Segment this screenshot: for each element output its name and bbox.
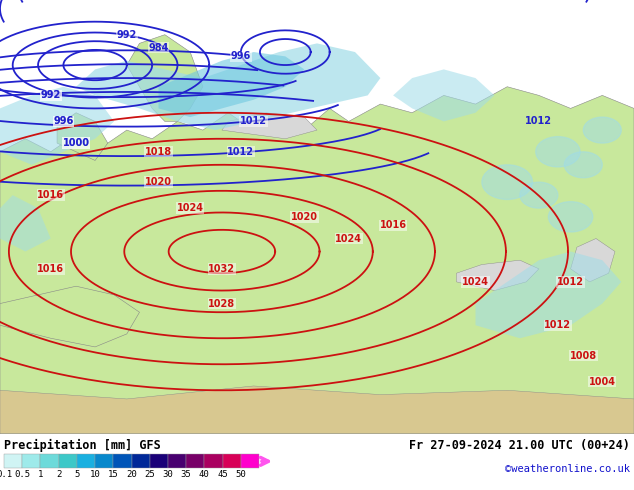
- Text: 1020: 1020: [145, 177, 172, 187]
- Text: 984: 984: [148, 43, 169, 53]
- Bar: [150, 454, 168, 468]
- Circle shape: [564, 152, 602, 178]
- Text: 996: 996: [231, 51, 251, 61]
- Polygon shape: [0, 87, 114, 165]
- Text: 1000: 1000: [63, 138, 89, 148]
- Text: 1016: 1016: [380, 220, 406, 230]
- Polygon shape: [393, 70, 495, 122]
- Text: 992: 992: [41, 90, 61, 100]
- Text: 1016: 1016: [37, 190, 64, 200]
- Text: 35: 35: [181, 470, 191, 479]
- Text: 15: 15: [108, 470, 119, 479]
- Text: Precipitation [mm] GFS: Precipitation [mm] GFS: [4, 439, 161, 452]
- Text: 1012: 1012: [240, 117, 267, 126]
- Polygon shape: [571, 239, 615, 282]
- Text: Fr 27-09-2024 21.00 UTC (00+24): Fr 27-09-2024 21.00 UTC (00+24): [409, 439, 630, 452]
- Text: 30: 30: [162, 470, 173, 479]
- Polygon shape: [0, 195, 51, 251]
- Bar: [168, 454, 186, 468]
- Polygon shape: [76, 43, 380, 130]
- Bar: [22, 454, 41, 468]
- Text: 1008: 1008: [570, 350, 597, 361]
- Text: 1020: 1020: [291, 212, 318, 222]
- Bar: [113, 454, 131, 468]
- Bar: [241, 454, 259, 468]
- Polygon shape: [222, 113, 317, 139]
- Text: 50: 50: [235, 470, 246, 479]
- Polygon shape: [476, 251, 621, 338]
- Text: 0.1: 0.1: [0, 470, 12, 479]
- Bar: [41, 454, 58, 468]
- Bar: [186, 454, 204, 468]
- Text: 40: 40: [199, 470, 210, 479]
- Text: 1012: 1012: [526, 117, 552, 126]
- Polygon shape: [0, 87, 634, 434]
- Text: 1018: 1018: [145, 147, 172, 157]
- Bar: [77, 454, 95, 468]
- Text: 1012: 1012: [557, 277, 584, 287]
- Circle shape: [548, 202, 593, 232]
- Text: 1024: 1024: [462, 277, 489, 287]
- Polygon shape: [158, 52, 304, 117]
- Text: 45: 45: [217, 470, 228, 479]
- Text: 1028: 1028: [209, 298, 235, 309]
- Bar: [131, 454, 150, 468]
- Text: 20: 20: [126, 470, 137, 479]
- Polygon shape: [57, 113, 108, 160]
- Polygon shape: [456, 260, 539, 291]
- Text: 1024: 1024: [335, 234, 362, 244]
- Text: 25: 25: [145, 470, 155, 479]
- Bar: [4, 454, 22, 468]
- Text: 5: 5: [74, 470, 79, 479]
- Text: 992: 992: [117, 30, 137, 40]
- Text: 1: 1: [38, 470, 43, 479]
- Polygon shape: [0, 386, 634, 434]
- Text: 1000: 1000: [63, 138, 89, 148]
- Circle shape: [520, 182, 558, 208]
- Polygon shape: [127, 35, 203, 122]
- Circle shape: [536, 137, 580, 167]
- Text: 1016: 1016: [37, 264, 64, 274]
- Text: ©weatheronline.co.uk: ©weatheronline.co.uk: [505, 465, 630, 474]
- Bar: [223, 454, 241, 468]
- Circle shape: [583, 117, 621, 143]
- Text: 1024: 1024: [177, 203, 204, 213]
- Text: 0.5: 0.5: [14, 470, 30, 479]
- Circle shape: [482, 165, 533, 199]
- Bar: [58, 454, 77, 468]
- Text: 992: 992: [41, 90, 61, 100]
- Bar: [204, 454, 223, 468]
- Text: 996: 996: [53, 117, 74, 126]
- Text: 2: 2: [56, 470, 61, 479]
- Text: 1004: 1004: [589, 377, 616, 387]
- Text: 10: 10: [89, 470, 100, 479]
- Text: 996: 996: [53, 117, 74, 126]
- Bar: [95, 454, 113, 468]
- Text: 1012: 1012: [228, 147, 254, 157]
- Text: 1032: 1032: [209, 264, 235, 274]
- Polygon shape: [0, 286, 139, 347]
- Text: 1012: 1012: [545, 320, 571, 330]
